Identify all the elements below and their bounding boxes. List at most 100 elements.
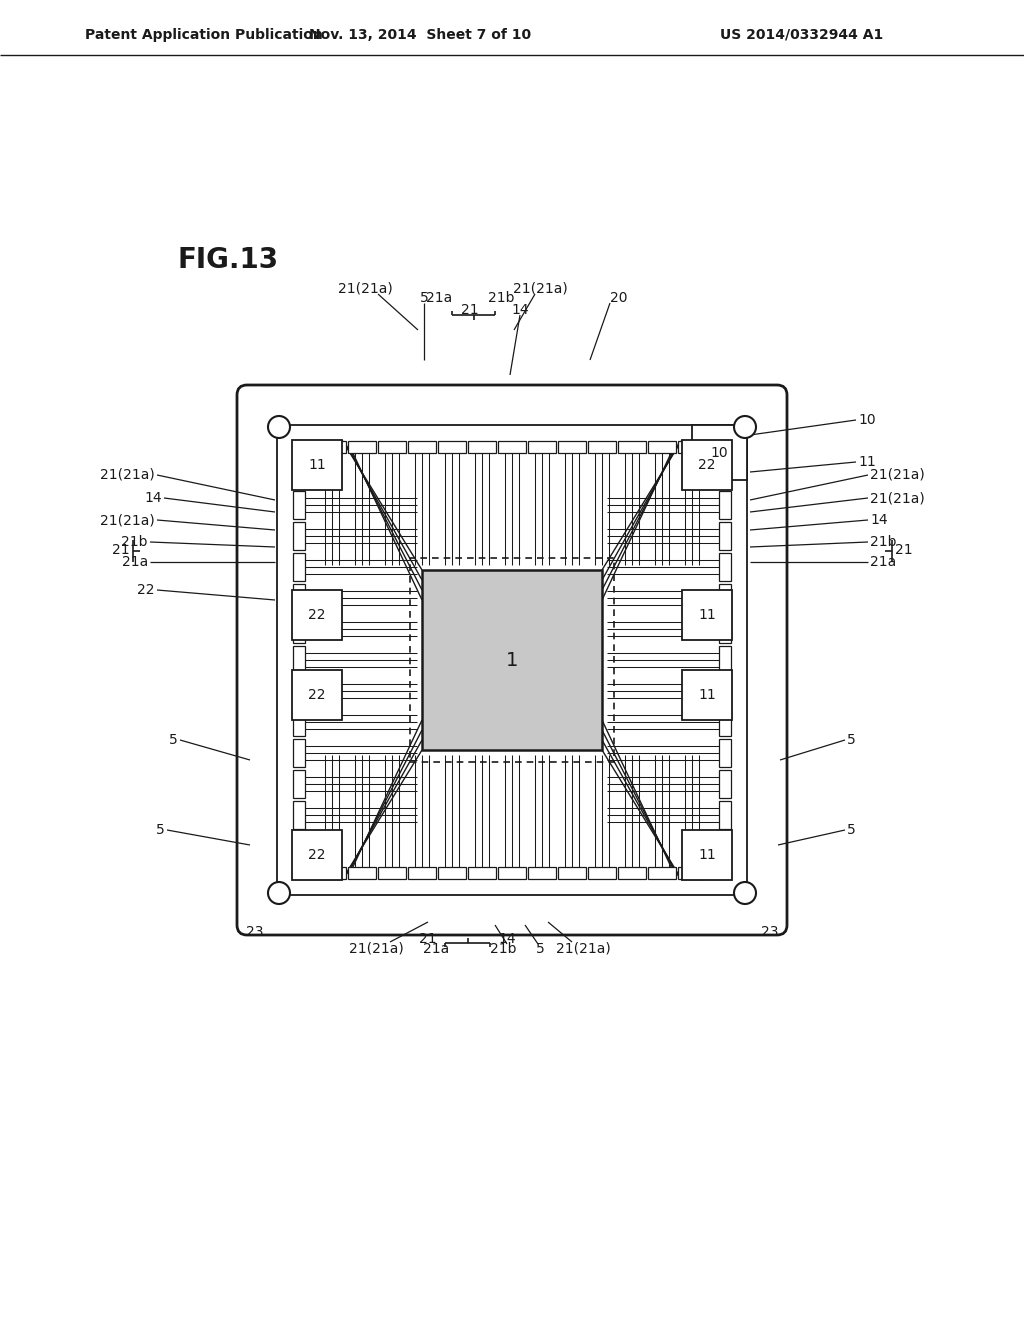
Text: 21(21a): 21(21a) [870,469,925,482]
Text: 23: 23 [246,925,264,939]
Text: 21(21a): 21(21a) [100,469,155,482]
Text: 21: 21 [419,932,437,946]
FancyBboxPatch shape [237,385,787,935]
Text: Nov. 13, 2014  Sheet 7 of 10: Nov. 13, 2014 Sheet 7 of 10 [309,28,531,42]
Text: 21b: 21b [122,535,148,549]
Text: 11: 11 [698,688,716,702]
Bar [422,570,602,750]
Text: 21a: 21a [426,290,452,305]
Bar [719,801,731,829]
Bar [468,441,496,453]
Bar [408,867,436,879]
Circle shape [734,882,756,904]
Bar [293,677,305,705]
Bar [558,867,586,879]
Bar [498,867,526,879]
Bar [719,645,731,675]
Text: 21(21a): 21(21a) [348,941,403,954]
Bar [378,441,406,453]
Bar [292,830,342,880]
Bar [528,441,556,453]
Bar [719,521,731,550]
Text: 5: 5 [536,942,545,956]
Bar [588,441,616,453]
Bar [410,558,614,762]
Bar [293,615,305,643]
Bar [293,801,305,829]
Bar [348,441,376,453]
Bar [719,770,731,799]
Text: 11: 11 [308,458,326,473]
Circle shape [268,882,290,904]
Bar [682,590,732,640]
Bar [293,553,305,581]
Bar [498,441,526,453]
Text: 21: 21 [461,304,479,317]
Bar [682,671,732,719]
Bar [719,553,731,581]
Text: 21(21a): 21(21a) [556,941,610,954]
Bar [692,425,746,480]
Bar [292,671,342,719]
Text: 21b: 21b [490,942,516,956]
Bar [408,441,436,453]
Bar [719,583,731,612]
Text: 23: 23 [761,925,778,939]
Text: US 2014/0332944 A1: US 2014/0332944 A1 [720,28,884,42]
Text: 14: 14 [511,304,528,317]
Bar [719,615,731,643]
Bar [618,441,646,453]
Text: 11: 11 [858,455,876,469]
Text: 1: 1 [506,651,518,669]
Bar [438,441,466,453]
Bar [292,590,342,640]
Bar [719,739,731,767]
Bar [558,441,586,453]
Bar [682,440,732,490]
Bar [678,441,706,453]
Bar [588,867,616,879]
Bar [682,830,732,880]
Text: 5: 5 [847,822,856,837]
Bar [293,739,305,767]
Text: 21(21a): 21(21a) [338,281,392,294]
Bar [293,708,305,737]
Text: 5: 5 [157,822,165,837]
Circle shape [734,416,756,438]
Bar [719,491,731,519]
Text: 21b: 21b [488,290,514,305]
Bar [678,867,706,879]
Text: FIG.13: FIG.13 [178,246,280,275]
Bar [292,440,342,490]
Bar [293,645,305,675]
Text: 10: 10 [858,413,876,426]
Text: 21(21a): 21(21a) [513,281,567,294]
Bar [648,867,676,879]
Text: Patent Application Publication: Patent Application Publication [85,28,323,42]
Text: 21: 21 [113,543,130,557]
Text: 5: 5 [169,733,178,747]
Text: 5: 5 [420,290,428,305]
Text: 22: 22 [308,847,326,862]
Text: 14: 14 [870,513,888,527]
Bar [719,677,731,705]
Text: 21(21a): 21(21a) [100,513,155,527]
Text: 14: 14 [499,932,516,946]
Text: 11: 11 [698,609,716,622]
Text: 11: 11 [698,847,716,862]
Bar [719,708,731,737]
Circle shape [268,416,290,438]
Text: 21(21a): 21(21a) [870,491,925,506]
Text: 22: 22 [698,458,716,473]
Bar [293,770,305,799]
Text: 5: 5 [847,733,856,747]
Bar [293,521,305,550]
Text: 22: 22 [137,583,155,597]
Bar [293,491,305,519]
Text: 22: 22 [308,688,326,702]
Bar [318,441,346,453]
Text: 21a: 21a [122,554,148,569]
Text: 22: 22 [308,609,326,622]
Bar [348,867,376,879]
Text: 21a: 21a [423,942,449,956]
